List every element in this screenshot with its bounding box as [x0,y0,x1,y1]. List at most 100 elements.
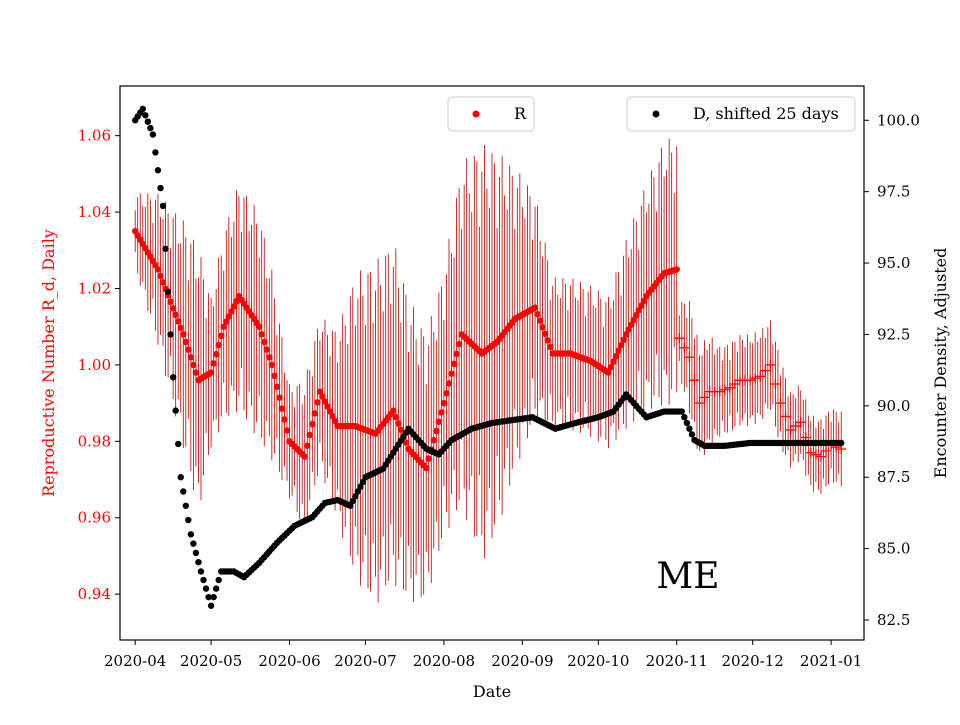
d-point [195,558,202,566]
d-point [175,440,182,448]
r-point [187,354,195,361]
y-right-tick-label: 97.5 [877,183,910,201]
r-point [154,266,162,273]
r-point [233,298,240,305]
r-plus-point [750,373,761,384]
d-point [678,408,685,415]
d-point [142,112,149,119]
r-point [169,305,177,312]
r-plus-point [719,384,730,395]
r-point [212,351,220,358]
d-point [164,288,172,295]
y-left-tick-label: 1.06 [78,127,111,145]
r-point [622,331,630,338]
y-right-tick-label: 100.0 [877,111,920,129]
d-point [139,105,146,113]
d-point [215,576,222,584]
r-point [321,398,329,405]
d-point [177,474,184,481]
d-point [347,502,354,509]
r-point [210,360,217,367]
legend-d-box [626,96,856,132]
r-point [167,298,174,306]
r-plus-point [714,386,725,397]
r-point [220,323,227,330]
d-point [182,502,189,509]
r-point [185,346,192,353]
d-series [131,105,845,609]
d-point [169,374,177,381]
r-plus-point [699,392,710,403]
legend-r-box [447,96,535,132]
r-plus-point [795,417,806,428]
r-point [311,410,319,417]
r-point [610,358,617,365]
r-plus-point [810,449,821,460]
r-point [175,318,182,325]
r-point [395,420,402,427]
r-point [157,272,164,280]
r-point [541,330,549,337]
r-plus-point [760,365,771,376]
r-point [324,403,331,410]
r-point [423,464,430,472]
r-point [207,369,215,376]
r-plus-point [755,371,766,382]
r-point [261,338,268,346]
r-plus-point [780,411,791,422]
d-point [838,439,845,447]
x-tick-label: 2020-04 [104,652,166,670]
r-point [397,426,405,434]
x-tick-label: 2020-06 [258,652,320,670]
d-point [190,540,197,547]
r-point [314,399,321,406]
d-point [159,202,167,210]
d-point [205,593,212,601]
plot-frame [119,85,865,641]
legend-d: D, shifted 25 days [626,96,856,132]
d-point [172,407,179,414]
y-left-tick-label: 0.94 [78,585,111,603]
d-point [681,414,688,421]
y-axis-right: 82.5 85.0 87.5 90.0 92.5 95.0 97.5 100.0 [864,111,920,629]
r-point [304,442,311,449]
r-plus-point [729,379,740,390]
r-point [627,321,635,328]
x-tick-label: 2021-01 [800,652,862,670]
r-plus-point [694,398,705,409]
x-tick-label: 2020-12 [721,652,783,670]
r-point [263,346,270,353]
r-point [258,331,265,338]
r-point [547,343,554,351]
x-tick-label: 2020-05 [180,652,242,670]
y-axis-left: 0.94 0.96 0.98 1.00 1.02 1.04 1.06 [78,127,120,603]
r-point [638,302,645,309]
r-point [306,431,313,439]
r-series [131,227,680,472]
d-point [197,568,205,575]
r-point [607,363,615,371]
r-point [445,380,453,387]
d-point [147,124,154,132]
d-point [167,331,174,338]
r-point [402,439,410,446]
y-left-tick-label: 1.02 [78,279,111,297]
d-point [180,488,187,495]
r-plus-point [815,451,826,462]
r-point [450,360,458,368]
r-point [271,372,278,380]
r-point [268,361,276,369]
y-right-tick-label: 92.5 [877,325,910,343]
y-right-tick-label: 87.5 [877,468,910,486]
r-point [435,418,443,425]
r-point [390,407,397,414]
r-plus-point [745,375,756,386]
d-point [359,478,367,486]
r-point [190,361,197,369]
x-tick-label: 2020-10 [567,652,629,670]
r-point [309,420,316,428]
y-left-tick-label: 0.96 [78,509,111,527]
r-point [301,453,308,460]
